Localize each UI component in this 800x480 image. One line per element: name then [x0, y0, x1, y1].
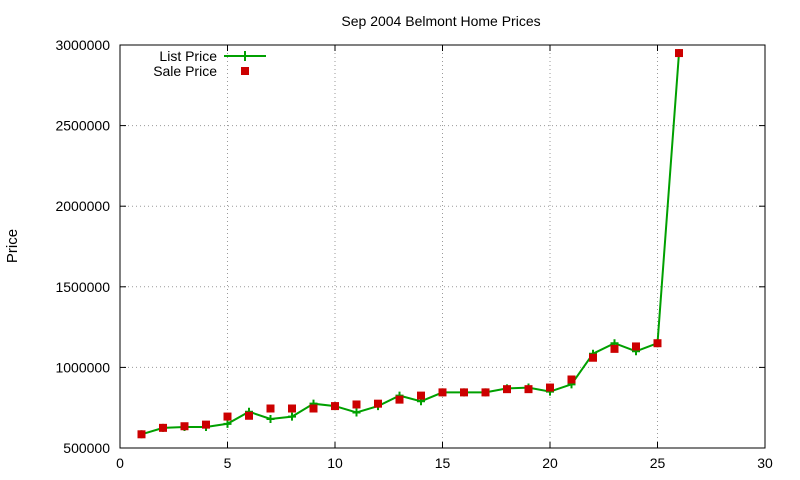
sale-price-point	[589, 353, 597, 362]
chart-title: Sep 2004 Belmont Home Prices	[341, 13, 540, 29]
legend-marker-sale-price	[241, 67, 249, 75]
sale-price-point	[180, 422, 189, 431]
sale-price-point	[331, 402, 339, 411]
y-tick-label: 2000000	[55, 198, 110, 214]
list-price-point	[288, 412, 296, 421]
x-tick-label: 30	[757, 455, 773, 471]
grid	[120, 45, 765, 448]
sale-price-point	[137, 430, 146, 439]
axis-ticks: 0 5 10 15 20 25 30 500000 1000000 1500000 2000000 2…	[55, 37, 773, 471]
list-price-point	[266, 414, 275, 423]
sale-price-point	[632, 342, 640, 351]
sale-price-point	[245, 411, 253, 420]
legend: List Price Sale Price	[153, 48, 266, 79]
legend-label-sale-price: Sale Price	[153, 63, 217, 79]
x-tick-label: 0	[116, 455, 124, 471]
list-price-point	[352, 408, 361, 417]
sale-price-point	[288, 404, 296, 413]
sale-price-point	[503, 385, 511, 394]
x-tick-label: 10	[327, 455, 343, 471]
sale-price-point	[610, 344, 619, 353]
sale-price-point	[675, 49, 683, 58]
y-tick-label: 3000000	[55, 37, 110, 53]
sale-price-point	[352, 400, 361, 409]
sale-price-point	[417, 391, 425, 400]
sale-price-point	[374, 399, 382, 408]
sale-price-point	[266, 404, 275, 413]
sale-price-point	[202, 420, 210, 429]
sale-price-point	[438, 388, 447, 397]
sale-price-point	[395, 395, 404, 404]
y-axis-label: Price	[4, 229, 21, 263]
legend-label-list-price: List Price	[159, 48, 217, 64]
sale-price-point	[159, 423, 167, 432]
x-tick-label: 5	[224, 455, 232, 471]
y-tick-label: 1000000	[55, 359, 110, 375]
list-price-point	[223, 419, 232, 428]
plot-frame	[119, 44, 766, 449]
legend-marker-list-price	[240, 51, 250, 61]
sale-price-point	[524, 385, 533, 394]
list-price-line	[141, 53, 680, 436]
y-tick-label: 500000	[63, 440, 110, 456]
x-tick-label: 25	[650, 455, 666, 471]
sale-price-point	[481, 388, 490, 397]
sale-price-point	[653, 339, 662, 348]
sale-price-point	[460, 388, 468, 397]
sale-price-point	[567, 375, 576, 384]
y-tick-label: 1500000	[55, 279, 110, 295]
sale-price-point	[546, 383, 554, 392]
x-tick-label: 20	[542, 455, 558, 471]
x-tick-label: 15	[435, 455, 451, 471]
series-layer	[137, 49, 683, 439]
sale-price-point	[223, 412, 232, 421]
y-tick-label: 2500000	[55, 118, 110, 134]
sale-price-point	[309, 404, 318, 413]
